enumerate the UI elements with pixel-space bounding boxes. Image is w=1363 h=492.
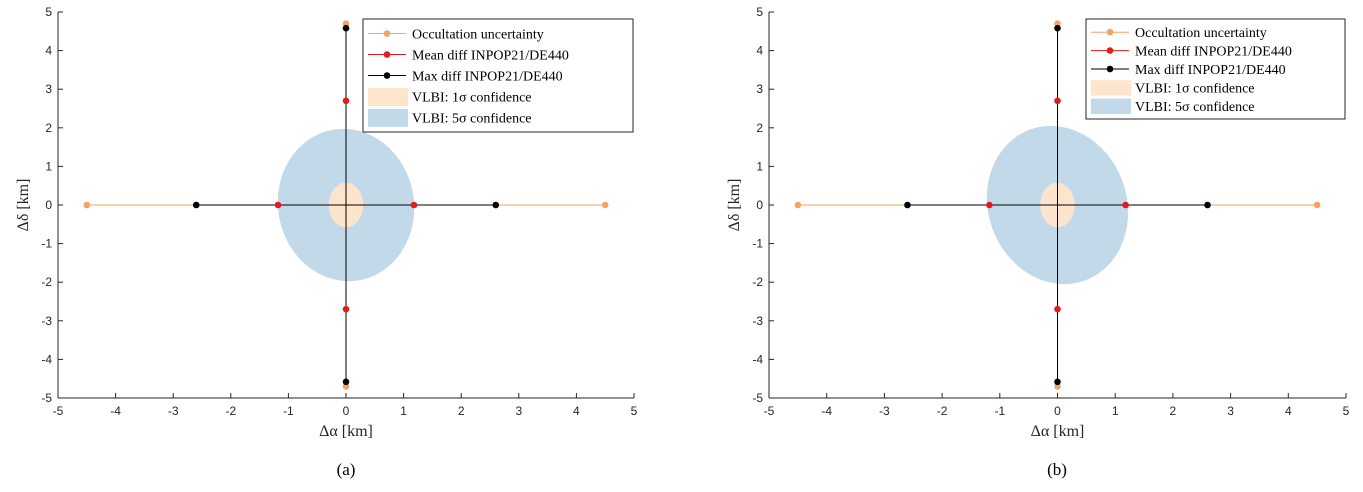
panel-label: (a)	[337, 460, 356, 479]
y-tick-label: 0	[45, 198, 52, 212]
occultation-point	[601, 201, 609, 209]
x-tick-label: 5	[1343, 404, 1350, 418]
mean-diff-point	[342, 305, 350, 313]
legend-entry-label: VLBI: 1σ confidence	[412, 91, 532, 106]
y-tick-label: 4	[45, 44, 52, 58]
legend-point-marker	[1106, 65, 1114, 73]
x-tick-label: 1	[1112, 404, 1119, 418]
x-tick-label: 0	[343, 404, 350, 418]
x-tick-label: -5	[764, 404, 775, 418]
legend: Occultation uncertainty Mean diff INPOP21…	[362, 18, 634, 133]
y-tick-label: -3	[752, 314, 763, 328]
y-tick-label: -5	[41, 391, 52, 405]
legend-patch-marker	[1091, 80, 1131, 96]
legend-patch-marker	[368, 109, 408, 127]
legend-point-marker	[1106, 47, 1114, 54]
x-tick-label: 0	[1054, 404, 1061, 418]
x-tick-label: -2	[937, 404, 948, 418]
legend-patch-marker	[1091, 98, 1131, 114]
y-tick-label: 1	[756, 159, 763, 173]
mean-diff-point	[986, 201, 993, 209]
y-tick-label: 2	[45, 121, 52, 135]
x-tick-label: -1	[283, 404, 294, 418]
x-tick-label: 2	[458, 404, 465, 418]
mean-diff-point	[1054, 305, 1061, 313]
chart-panel-2: -5 -4 -3 -2 -1 0 1 2 3 4 5 -5 -4 -3 -2 -1 0 1 2 3 4 5 Δα [km] Δ…	[726, 5, 1350, 479]
legend-entry-label: Occultation uncertainty	[1135, 26, 1267, 41]
legend-entry-label: VLBI: 5σ confidence	[1135, 100, 1255, 115]
x-tick-label: 3	[515, 404, 522, 418]
x-tick-label: 1	[400, 404, 407, 418]
max-diff-point	[342, 24, 350, 32]
y-axis-label: Δδ [km]	[726, 179, 743, 232]
max-diff-point	[904, 201, 911, 209]
legend-entry-label: Occultation uncertainty	[412, 28, 544, 43]
x-tick-label: 4	[573, 404, 580, 418]
chart-panel-1: -5 -4 -3 -2 -1 0 1 2 3 4 5 -5 -4 -3 -2 -1 0 1 2 3 4 5 Δα [km] Δ…	[15, 5, 638, 479]
legend-patch-marker	[368, 88, 408, 106]
y-tick-label: 3	[756, 82, 763, 96]
legend-entry-label: VLBI: 1σ confidence	[1135, 81, 1255, 96]
mean-diff-point	[274, 201, 282, 209]
mean-diff-point	[410, 201, 418, 209]
y-tick-label: -1	[752, 237, 763, 251]
x-tick-label: 4	[1285, 404, 1292, 418]
max-diff-point	[1054, 24, 1061, 32]
panel-label: (b)	[1047, 460, 1067, 479]
x-tick-label: -2	[225, 404, 236, 418]
x-tick-label: -1	[994, 404, 1005, 418]
y-tick-label: -2	[41, 275, 52, 289]
y-tick-label: -4	[752, 352, 763, 366]
max-diff-point	[1054, 378, 1061, 386]
max-diff-point	[192, 201, 200, 209]
x-tick-label: -3	[168, 404, 179, 418]
mean-diff-point	[342, 97, 350, 105]
legend-entry-label: Max diff INPOP21/DE440	[1135, 63, 1286, 78]
legend-entry-label: VLBI: 5σ confidence	[412, 112, 532, 127]
y-tick-label: 5	[45, 5, 52, 19]
y-tick-label: 0	[756, 198, 763, 212]
max-diff-point	[492, 201, 500, 209]
x-tick-label: -5	[53, 404, 64, 418]
legend-point-marker	[1106, 28, 1114, 36]
legend-entry-label: Mean diff INPOP21/DE440	[1135, 45, 1292, 60]
legend-entry-label: Max diff INPOP21/DE440	[412, 70, 563, 85]
y-tick-label: 5	[756, 5, 763, 19]
mean-diff-point	[1122, 201, 1129, 209]
y-tick-label: 3	[45, 82, 52, 96]
y-tick-label: 2	[756, 121, 763, 135]
occultation-point	[1313, 201, 1321, 209]
legend: Occultation uncertainty Mean diff INPOP21…	[1085, 18, 1346, 120]
occultation-point	[1054, 383, 1061, 390]
occultation-point	[1054, 20, 1061, 27]
y-tick-label: 1	[45, 159, 52, 173]
max-diff-point	[342, 378, 350, 386]
mean-diff-point	[1054, 97, 1061, 105]
max-diff-point	[1204, 201, 1211, 209]
legend-point-marker	[383, 72, 391, 79]
legend-entry-label: Mean diff INPOP21/DE440	[412, 49, 569, 64]
occultation-point	[342, 20, 350, 27]
x-tick-label: -4	[110, 404, 121, 418]
occultation-point	[342, 383, 350, 390]
y-tick-label: -2	[752, 275, 763, 289]
x-axis-label: Δα [km]	[1031, 423, 1085, 440]
y-tick-label: -3	[41, 314, 52, 328]
x-tick-label: -4	[821, 404, 832, 418]
legend-point-marker	[383, 51, 391, 58]
x-tick-label: 3	[1227, 404, 1234, 418]
occultation-point	[794, 201, 802, 209]
y-tick-label: 4	[756, 44, 763, 58]
y-tick-label: -5	[752, 391, 763, 405]
y-tick-label: -1	[41, 237, 52, 251]
y-tick-label: -4	[41, 352, 52, 366]
y-axis-label: Δδ [km]	[15, 179, 32, 232]
x-axis-label: Δα [km]	[319, 423, 373, 440]
occultation-point	[83, 201, 91, 209]
legend-point-marker	[383, 30, 391, 37]
x-tick-label: 5	[631, 404, 638, 418]
x-tick-label: -3	[879, 404, 890, 418]
x-tick-label: 2	[1170, 404, 1177, 418]
